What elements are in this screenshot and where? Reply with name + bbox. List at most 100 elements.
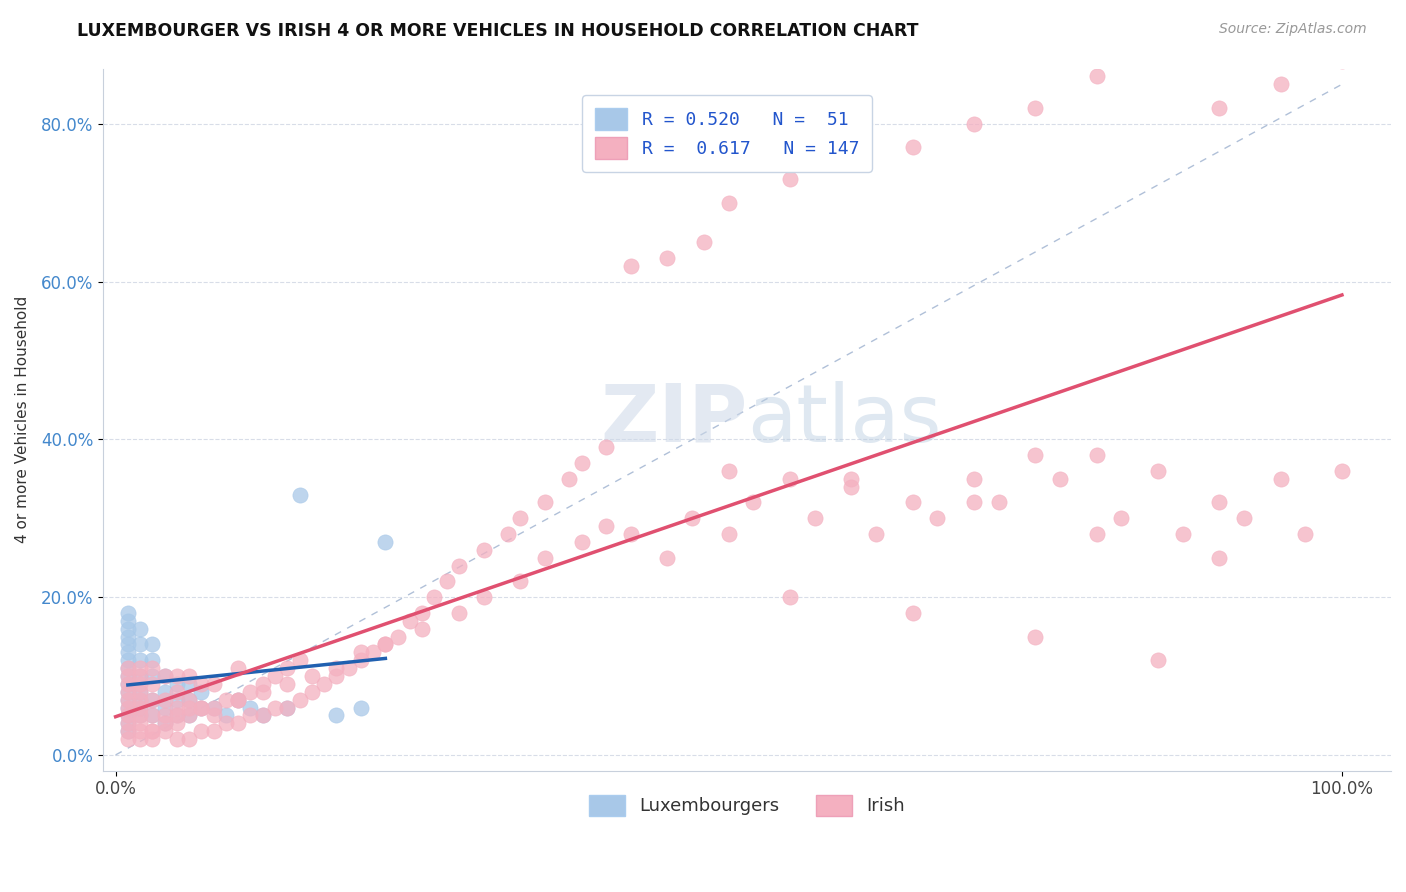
Point bbox=[1330, 464, 1353, 478]
Point bbox=[571, 456, 593, 470]
Point bbox=[963, 472, 986, 486]
Point bbox=[153, 716, 176, 731]
Point bbox=[141, 692, 163, 706]
Point bbox=[166, 700, 188, 714]
Point bbox=[1270, 472, 1292, 486]
Point bbox=[509, 511, 531, 525]
Point bbox=[1208, 495, 1230, 509]
Point bbox=[215, 708, 238, 723]
Point bbox=[129, 708, 152, 723]
Point bbox=[325, 669, 347, 683]
Point bbox=[1233, 511, 1256, 525]
Point bbox=[1024, 101, 1046, 115]
Point bbox=[153, 716, 176, 731]
Point bbox=[141, 732, 163, 747]
Point bbox=[350, 653, 373, 667]
Text: LUXEMBOURGER VS IRISH 4 OR MORE VEHICLES IN HOUSEHOLD CORRELATION CHART: LUXEMBOURGER VS IRISH 4 OR MORE VEHICLES… bbox=[77, 22, 920, 40]
Point bbox=[153, 669, 176, 683]
Point bbox=[190, 700, 212, 714]
Point bbox=[681, 511, 703, 525]
Point bbox=[117, 685, 139, 699]
Point bbox=[717, 195, 740, 210]
Point bbox=[141, 677, 163, 691]
Point bbox=[1270, 78, 1292, 92]
Point bbox=[117, 692, 139, 706]
Point bbox=[129, 669, 152, 683]
Point bbox=[963, 117, 986, 131]
Point bbox=[166, 716, 188, 731]
Point bbox=[117, 653, 139, 667]
Point bbox=[190, 724, 212, 739]
Point bbox=[129, 700, 152, 714]
Point bbox=[190, 700, 212, 714]
Point bbox=[141, 708, 163, 723]
Point bbox=[1147, 653, 1170, 667]
Point bbox=[129, 622, 152, 636]
Point bbox=[141, 724, 163, 739]
Point bbox=[264, 669, 287, 683]
Text: ZIP: ZIP bbox=[600, 381, 747, 458]
Point bbox=[117, 645, 139, 659]
Point bbox=[620, 259, 643, 273]
Point bbox=[301, 669, 323, 683]
Point bbox=[190, 677, 212, 691]
Point bbox=[447, 558, 470, 573]
Point bbox=[717, 464, 740, 478]
Point bbox=[533, 550, 555, 565]
Legend: Luxembourgers, Irish: Luxembourgers, Irish bbox=[581, 786, 914, 825]
Point bbox=[226, 692, 249, 706]
Point bbox=[987, 495, 1010, 509]
Point bbox=[779, 172, 801, 186]
Point bbox=[693, 235, 716, 249]
Point bbox=[129, 732, 152, 747]
Text: Source: ZipAtlas.com: Source: ZipAtlas.com bbox=[1219, 22, 1367, 37]
Point bbox=[288, 653, 311, 667]
Point bbox=[117, 677, 139, 691]
Point bbox=[325, 708, 347, 723]
Point bbox=[571, 535, 593, 549]
Point bbox=[179, 692, 201, 706]
Point bbox=[141, 637, 163, 651]
Point bbox=[865, 527, 887, 541]
Point bbox=[202, 700, 225, 714]
Point bbox=[657, 251, 679, 265]
Point bbox=[117, 700, 139, 714]
Point bbox=[252, 708, 274, 723]
Point bbox=[153, 708, 176, 723]
Point bbox=[117, 732, 139, 747]
Point bbox=[1208, 101, 1230, 115]
Point bbox=[533, 495, 555, 509]
Point bbox=[803, 511, 825, 525]
Point bbox=[117, 716, 139, 731]
Point bbox=[374, 535, 396, 549]
Y-axis label: 4 or more Vehicles in Household: 4 or more Vehicles in Household bbox=[15, 296, 30, 543]
Point bbox=[117, 692, 139, 706]
Point bbox=[1294, 527, 1316, 541]
Point bbox=[215, 692, 238, 706]
Point bbox=[1147, 464, 1170, 478]
Point bbox=[472, 590, 495, 604]
Point bbox=[1024, 448, 1046, 462]
Point bbox=[166, 732, 188, 747]
Point bbox=[202, 724, 225, 739]
Point bbox=[226, 661, 249, 675]
Point bbox=[153, 692, 176, 706]
Point bbox=[595, 440, 617, 454]
Point bbox=[166, 669, 188, 683]
Point bbox=[276, 700, 298, 714]
Point bbox=[166, 685, 188, 699]
Point bbox=[239, 700, 262, 714]
Point bbox=[117, 708, 139, 723]
Point bbox=[141, 661, 163, 675]
Point bbox=[374, 637, 396, 651]
Point bbox=[252, 685, 274, 699]
Point bbox=[387, 630, 409, 644]
Point bbox=[215, 716, 238, 731]
Point bbox=[117, 661, 139, 675]
Point bbox=[129, 708, 152, 723]
Point bbox=[779, 472, 801, 486]
Point bbox=[179, 708, 201, 723]
Point bbox=[252, 677, 274, 691]
Point bbox=[312, 677, 335, 691]
Point bbox=[129, 716, 152, 731]
